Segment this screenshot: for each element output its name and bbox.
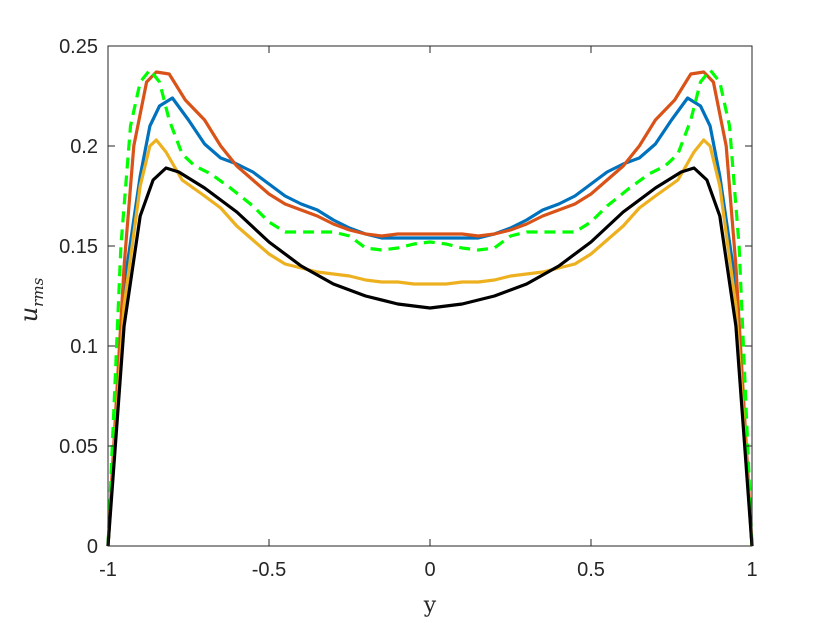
y-axis-label-subscript: rms [29, 277, 47, 306]
y-tick-label: 0.05 [59, 436, 98, 458]
y-axis-label: urms [15, 277, 47, 322]
series-line-1 [106, 96, 754, 547]
series-line-2 [106, 70, 754, 547]
x-tick-label: -1 [99, 559, 117, 581]
ticks-layer: -1 -0.5 0 0.5 1 0 0.05 0.1 0.15 0.2 0.25 [59, 36, 758, 581]
x-tick-label: 0 [424, 559, 435, 581]
series-layer [106, 68, 754, 547]
x-tick-label: -0.5 [252, 559, 286, 581]
y-axis-label-base: u [15, 307, 43, 322]
x-tick-label: 1 [746, 559, 757, 581]
series-line-4 [106, 68, 754, 547]
series-line-3 [106, 138, 754, 547]
y-tick-label: 0.1 [70, 336, 98, 358]
x-axis-label: y [423, 593, 437, 618]
y-tick-label: 0.15 [59, 236, 98, 258]
x-tick-label: 0.5 [577, 559, 605, 581]
y-tick-label: 0.25 [59, 36, 98, 58]
series-line-5 [106, 166, 754, 547]
y-tick-label: 0 [87, 536, 98, 558]
y-tick-label: 0.2 [70, 136, 98, 158]
